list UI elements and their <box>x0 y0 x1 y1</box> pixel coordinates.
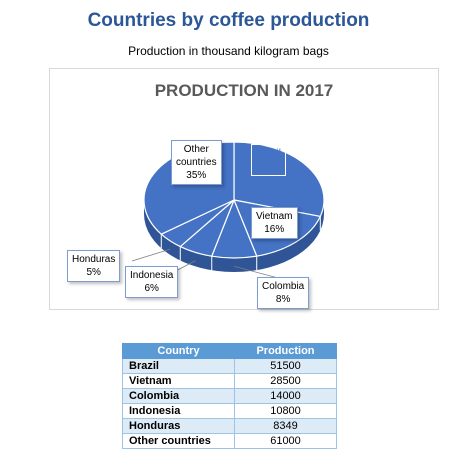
cell-production: 28500 <box>234 373 337 389</box>
cell-production: 14000 <box>234 388 337 404</box>
cell-country: Colombia <box>122 388 235 404</box>
column-header-country: Country <box>122 343 235 359</box>
production-table: Country Production Brazil 51500 Vietnam … <box>122 343 337 449</box>
cell-production: 61000 <box>234 433 337 449</box>
page-subtitle: Production in thousand kilogram bags <box>128 44 329 58</box>
data-label-brazil: Brazil 30% <box>251 144 287 176</box>
table-row: Colombia 14000 <box>122 388 337 404</box>
pie-side-wall <box>144 200 324 272</box>
data-label-colombia: Colombia 8% <box>257 277 310 309</box>
data-label-vietnam: Vietnam 16% <box>251 207 298 239</box>
page-title: Countries by coffee production <box>87 10 370 31</box>
chart-title: PRODUCTION IN 2017 <box>154 81 334 100</box>
chart-area: PRODUCTION IN 2017 Brazil 30% Vietnam 16… <box>49 68 439 310</box>
data-label-indonesia: Indonesia 6% <box>125 266 179 298</box>
pie-slice-brazil <box>233 141 325 218</box>
table-row: Indonesia 10800 <box>122 403 337 419</box>
data-label-honduras: Honduras 5% <box>67 250 121 282</box>
table-row: Other countries 61000 <box>122 433 337 449</box>
data-label-other-countries: Other countries 35% <box>171 140 222 185</box>
leader-line-honduras <box>131 248 171 262</box>
cell-production: 51500 <box>234 358 337 374</box>
cell-country: Vietnam <box>122 373 235 389</box>
table-row: Honduras 8349 <box>122 418 337 434</box>
pie-side-surface <box>144 200 324 272</box>
table-row: Vietnam 28500 <box>122 373 337 389</box>
table-header-row: Country Production <box>122 343 337 359</box>
table-row: Brazil 51500 <box>122 358 337 374</box>
column-header-production: Production <box>234 343 337 359</box>
leader-line-colombia <box>234 266 283 280</box>
cell-country: Other countries <box>122 433 235 449</box>
cell-production: 10800 <box>234 403 337 419</box>
cell-country: Indonesia <box>122 403 235 419</box>
cell-production: 8349 <box>234 418 337 434</box>
cell-country: Brazil <box>122 358 235 374</box>
cell-country: Honduras <box>122 418 235 434</box>
